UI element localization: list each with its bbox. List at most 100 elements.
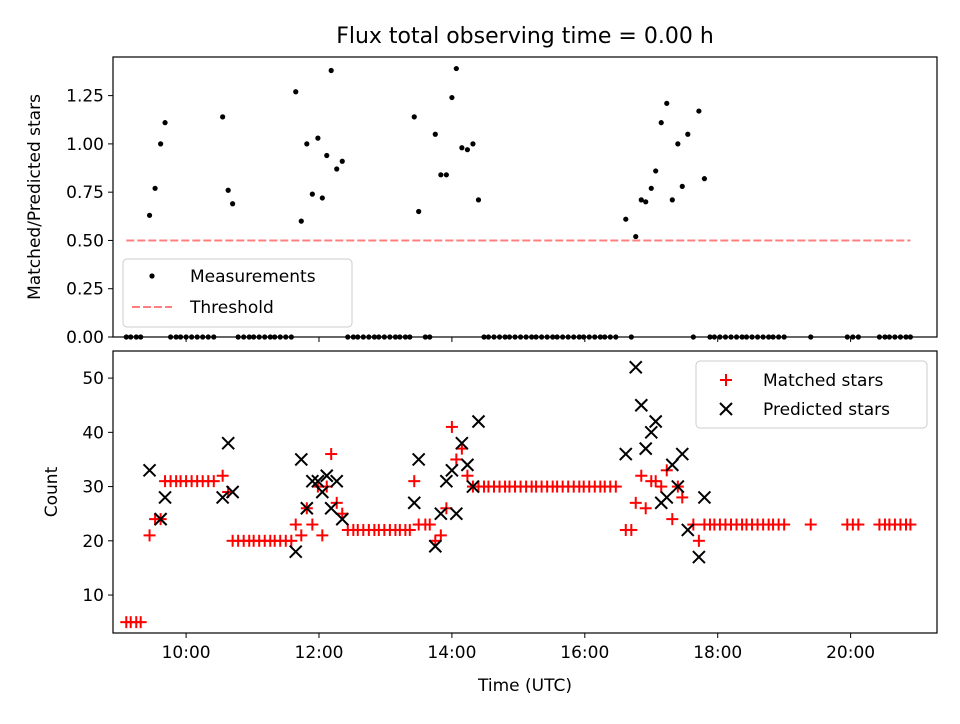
top-ytick-label: 1.00	[66, 135, 104, 155]
measurement-point	[638, 197, 644, 203]
legend-predicted-marker	[719, 402, 733, 416]
measurement-point	[230, 201, 236, 207]
predicted-star-point	[466, 479, 480, 494]
predicted-star-point	[407, 496, 421, 510]
predicted-star-point	[660, 490, 674, 505]
legend-threshold-label: Threshold	[189, 298, 274, 318]
matched-star-point	[325, 448, 338, 461]
matched-star-point	[904, 518, 917, 531]
matched-star-point	[423, 518, 436, 531]
top-ylabel: Matched/Predicted stars	[25, 94, 45, 300]
matched-star-point	[295, 529, 308, 542]
bottom-ytick-label: 40	[82, 423, 104, 443]
matched-star-point	[134, 616, 147, 629]
measurement-point	[438, 172, 444, 178]
matched-star-point	[461, 469, 474, 482]
bottom-ytick-label: 50	[82, 369, 104, 389]
predicted-star-point	[320, 469, 334, 483]
matched-star-point	[289, 518, 302, 531]
matched-star-point	[429, 534, 442, 547]
measurement-point	[685, 131, 691, 137]
measurement-point	[328, 67, 334, 74]
predicted-star-point	[411, 452, 426, 467]
predicted-star-point	[315, 485, 330, 499]
measurement-point	[459, 145, 465, 151]
top-axes: 0.00 0.25 0.50 0.75 1.00 1.25	[66, 87, 852, 348]
predicted-star-point	[215, 490, 230, 505]
measurement-point	[453, 65, 459, 72]
predicted-star-point	[335, 512, 349, 526]
legend-matched-label: Matched stars	[763, 371, 883, 391]
measurement-point	[679, 183, 685, 189]
measurement-point	[304, 141, 310, 147]
predicted-star-point	[445, 463, 459, 478]
predicted-star-point	[311, 474, 325, 488]
matched-star-point	[676, 491, 689, 504]
bottom-xtick-label: 20:00	[826, 643, 875, 663]
bottom-ytick-label: 10	[82, 586, 104, 606]
matched-star-point	[804, 518, 817, 531]
measurement-point	[653, 168, 659, 174]
measurement-point	[225, 187, 231, 193]
measurement-point	[146, 212, 153, 218]
bottom-xlabel: Time (UTC)	[477, 676, 572, 696]
top-ytick-label: 0.75	[66, 183, 104, 203]
matched-star-point	[306, 518, 319, 531]
measurement-point	[432, 131, 438, 137]
bottom-xtick-label: 16:00	[560, 643, 609, 663]
predicted-star-point	[449, 506, 464, 521]
measurement-point	[648, 185, 654, 191]
top-legend-box	[122, 258, 353, 328]
matched-star-point	[445, 420, 458, 433]
predicted-star-point	[648, 414, 663, 429]
matched-star-point	[692, 534, 705, 547]
matched-star-point	[403, 523, 416, 536]
matched-star-point	[639, 502, 652, 515]
measurement-point	[475, 197, 482, 203]
measurement-point	[443, 172, 449, 178]
bottom-panel: 10 20 30 40 50 10:00 12:00 14:00 16:00 18:00 20:00…	[42, 350, 938, 696]
matched-star-point	[455, 442, 468, 455]
predicted-star-point	[460, 458, 475, 472]
predicted-star-point	[681, 523, 695, 537]
measurement-point	[470, 141, 476, 147]
bottom-ytick-label: 20	[82, 532, 104, 552]
measurement-point	[623, 216, 629, 222]
top-legend: Measurements Threshold	[122, 258, 353, 328]
predicted-star-point	[471, 414, 486, 429]
measurement-point	[339, 158, 345, 164]
top-ytick-label: 0.50	[66, 231, 104, 251]
measurement-point	[633, 233, 639, 240]
measurement-point	[643, 199, 649, 205]
measurement-point	[449, 94, 455, 101]
top-panel: 0.00 0.25 0.50 0.75 1.00 1.25 Matched/Predict…	[25, 56, 938, 348]
measurement-point	[664, 100, 670, 106]
predicted-star-point	[434, 506, 448, 521]
bottom-plot-frame	[112, 350, 938, 634]
matched-star-point	[450, 453, 463, 466]
measurement-point	[324, 152, 330, 159]
measurement-point	[416, 208, 422, 215]
bottom-xtick-label: 18:00	[693, 643, 742, 663]
predicted-star-point	[153, 512, 168, 526]
predicted-star-point	[692, 550, 706, 564]
predicted-star-point	[305, 474, 320, 488]
measurement-point	[334, 166, 340, 172]
matched-star-point	[629, 496, 642, 509]
matched-star-point	[316, 529, 329, 542]
bottom-xtick-label: 14:00	[427, 643, 476, 663]
measurement-point	[152, 185, 158, 191]
matched-star-point	[635, 469, 648, 482]
measurement-point	[658, 120, 664, 126]
matched-star-point	[207, 475, 220, 488]
matched-star-point	[216, 469, 229, 482]
measurement-point	[675, 141, 681, 147]
predicted-star-point	[455, 436, 469, 450]
measurement-point	[701, 176, 708, 182]
measurement-point	[298, 218, 304, 224]
predicted-star-point	[439, 474, 454, 488]
matched-star-point	[408, 475, 421, 488]
bottom-legend-box	[695, 360, 928, 429]
